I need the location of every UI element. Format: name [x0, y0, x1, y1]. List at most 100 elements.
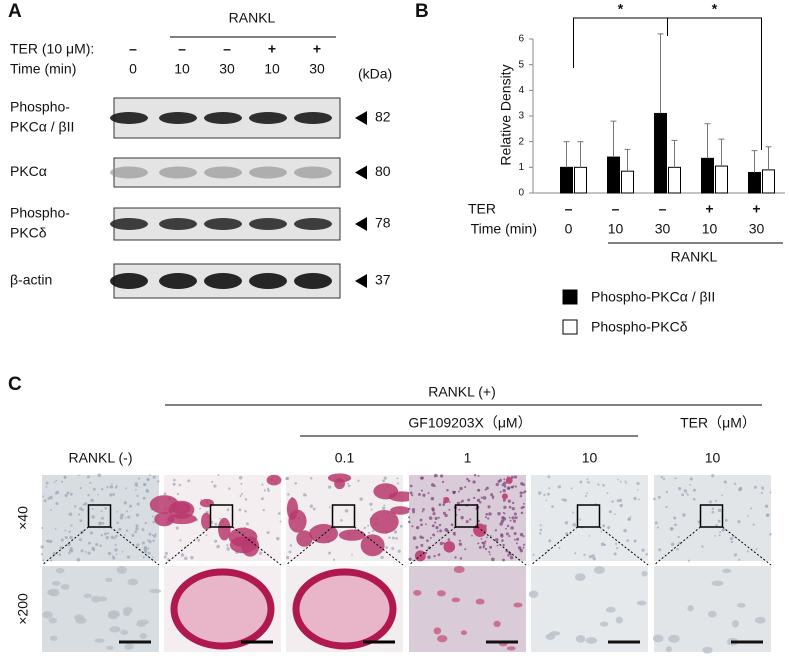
cell: [482, 544, 486, 548]
cell: [482, 541, 486, 545]
cell: [519, 491, 523, 495]
cell: [94, 638, 105, 643]
cell: [611, 500, 614, 503]
cell: [617, 478, 619, 481]
cell: [141, 541, 145, 545]
cell: [258, 551, 263, 555]
cell: [563, 498, 567, 502]
cell: [214, 522, 218, 526]
cell: [131, 533, 135, 537]
cell: [636, 481, 640, 486]
zoom-box: [454, 504, 479, 528]
cell: [653, 497, 656, 501]
cell: [444, 513, 448, 518]
cell: [411, 525, 414, 528]
cell: [515, 542, 518, 545]
cell: [391, 546, 395, 551]
row-label: TER (10 μM):: [10, 41, 94, 57]
bar: [762, 169, 775, 194]
cell: [478, 545, 482, 549]
blot-band: [249, 112, 287, 124]
cell: [616, 547, 619, 550]
cell: [711, 474, 715, 478]
cell: [79, 519, 83, 523]
cell: [572, 522, 576, 527]
cell: [477, 542, 480, 545]
cell: [147, 551, 151, 555]
cell: [511, 507, 515, 511]
cell: [363, 526, 367, 530]
cell: [522, 483, 525, 487]
osteoclast: [201, 512, 212, 530]
cell: [486, 536, 488, 539]
panel-label: A: [8, 1, 22, 22]
osteoclast: [443, 541, 456, 553]
cell: [127, 578, 139, 586]
cell: [87, 493, 90, 497]
cell: [645, 553, 648, 556]
cell: [411, 494, 414, 497]
cell: [574, 552, 577, 555]
legend-swatch: [562, 289, 578, 305]
cell: [738, 487, 742, 492]
blot-band: [294, 273, 332, 289]
cell: [480, 496, 483, 499]
cell: [214, 539, 218, 543]
cell: [112, 492, 116, 496]
blot-band: [204, 273, 242, 289]
cell: [520, 511, 524, 515]
time-label: 30: [219, 61, 235, 77]
cell: [752, 523, 755, 526]
cell: [473, 496, 476, 500]
cell: [100, 516, 104, 520]
cell: [505, 527, 507, 530]
cell: [507, 499, 511, 503]
cell: [441, 480, 445, 483]
cell: [45, 481, 49, 485]
cell: [431, 483, 435, 487]
cell: [99, 544, 102, 547]
cell: [513, 602, 523, 608]
cell: [88, 541, 92, 545]
cell: [125, 487, 128, 490]
cell: [507, 554, 510, 557]
cell: [395, 537, 398, 540]
cell: [513, 531, 517, 536]
cell: [497, 511, 501, 516]
cell: [148, 532, 152, 536]
cell: [458, 539, 461, 542]
ter-sign: –: [129, 41, 137, 57]
cell: [332, 558, 336, 561]
cell: [452, 490, 456, 494]
cell: [538, 491, 542, 495]
cell: [754, 616, 766, 624]
cell: [689, 483, 692, 486]
cell: [340, 518, 343, 522]
cell: [84, 550, 87, 553]
cell: [101, 521, 105, 525]
cell: [460, 630, 467, 636]
cell: [586, 478, 589, 481]
ter-sign: –: [178, 41, 186, 57]
cell: [558, 547, 561, 550]
cell: [238, 475, 243, 480]
cell: [87, 551, 91, 555]
cell: [434, 521, 437, 524]
osteoclast: [360, 534, 385, 557]
cell: [686, 493, 689, 496]
cell: [448, 508, 451, 511]
cell: [721, 528, 725, 532]
micrograph: [286, 566, 403, 652]
cell: [491, 495, 495, 499]
cell: [68, 530, 71, 533]
x-tick-label: 0: [565, 221, 573, 237]
cell: [472, 480, 476, 484]
cell: [173, 478, 176, 482]
cell: [54, 528, 57, 530]
cell: [52, 552, 56, 556]
cell: [42, 559, 45, 562]
cell: [619, 503, 623, 508]
legend-swatch: [562, 319, 578, 335]
cell: [276, 536, 280, 541]
micrograph: [164, 566, 281, 652]
